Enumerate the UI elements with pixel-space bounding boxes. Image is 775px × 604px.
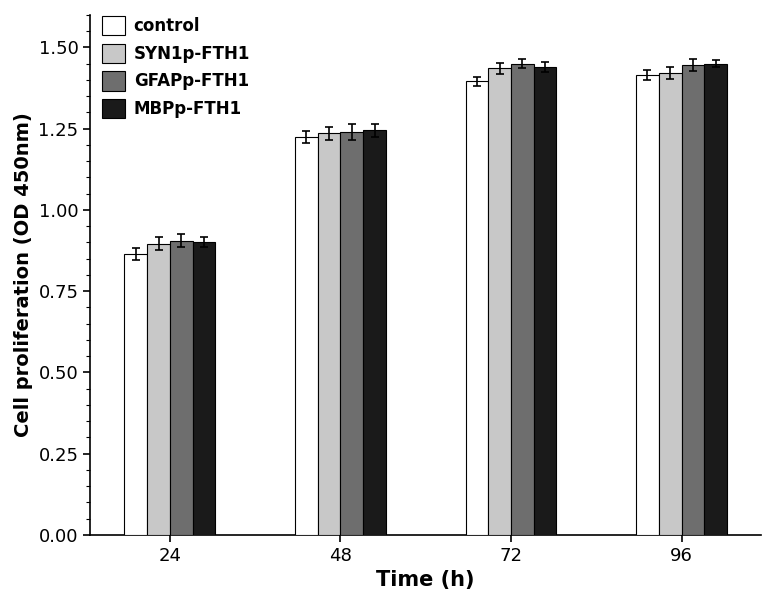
Bar	[488, 68, 511, 535]
Bar	[363, 130, 386, 535]
Bar	[318, 133, 340, 535]
Bar	[636, 75, 659, 535]
Legend: control, SYN1p-FTH1, GFAPp-FTH1, MBPp-FTH1: control, SYN1p-FTH1, GFAPp-FTH1, MBPp-FT…	[98, 13, 253, 121]
Bar	[681, 65, 704, 535]
Bar	[125, 254, 147, 535]
Bar	[193, 242, 215, 535]
Bar	[511, 63, 534, 535]
Bar	[147, 244, 170, 535]
Bar	[295, 137, 318, 535]
Bar	[340, 132, 363, 535]
Bar	[704, 63, 727, 535]
X-axis label: Time (h): Time (h)	[377, 570, 475, 590]
Bar	[466, 82, 488, 535]
Bar	[170, 240, 193, 535]
Bar	[534, 67, 556, 535]
Y-axis label: Cell proliferation (OD 450nm): Cell proliferation (OD 450nm)	[14, 112, 33, 437]
Bar	[659, 73, 681, 535]
